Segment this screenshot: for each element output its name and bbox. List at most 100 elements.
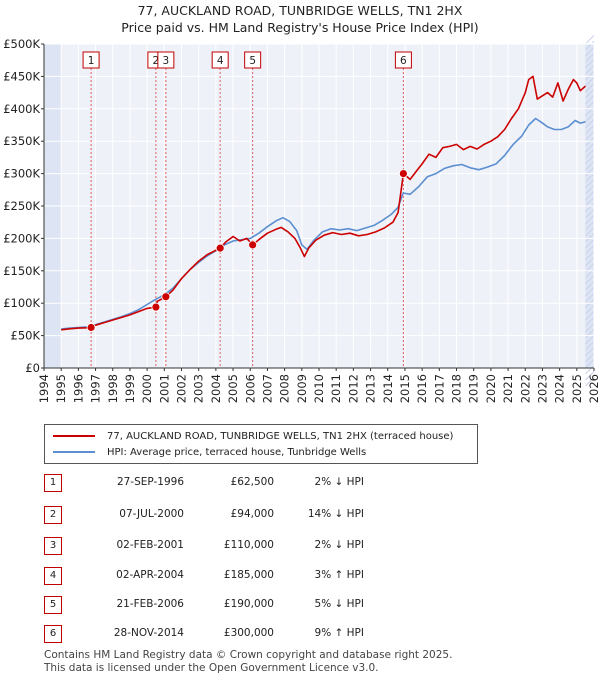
hatch-line <box>585 359 595 369</box>
hatch-line <box>585 341 595 351</box>
x-tick-label: 2023 <box>535 374 549 403</box>
x-tick-label: 2001 <box>157 374 171 403</box>
hatch-line <box>585 299 595 309</box>
hatch-line <box>585 197 595 207</box>
price-chart: £0 £50K £100K £150K £200K £250K £300K £350K £400… <box>3 35 600 403</box>
hatch-line <box>585 65 595 75</box>
y-tick-label: £250K <box>3 199 40 213</box>
hatch-line <box>585 137 595 147</box>
hatch-line <box>585 287 595 297</box>
sale-badge: 4 <box>44 567 62 585</box>
x-tick-label: 2007 <box>260 374 274 403</box>
x-tick-label: 1995 <box>54 374 68 403</box>
hatch-line <box>585 371 595 381</box>
x-tick-label: 2018 <box>450 374 464 403</box>
hatch-line <box>585 347 595 357</box>
x-tick-label: 2015 <box>398 374 412 403</box>
hatch-line <box>585 377 595 387</box>
hatch-line <box>585 131 595 141</box>
hatch-line <box>585 143 595 153</box>
sale-price: £62,500 <box>230 476 274 488</box>
sale-date: 21-FEB-2006 <box>116 598 184 610</box>
hatch-line <box>585 185 595 195</box>
x-tick-label: 2005 <box>226 374 240 403</box>
hatch-line <box>585 251 595 261</box>
hatch-line <box>585 281 595 291</box>
sale-badge-5: 5 <box>244 51 262 69</box>
property-price-line <box>61 75 586 331</box>
hatch-line <box>585 53 595 63</box>
sale-badge-box <box>211 51 229 69</box>
hatch-line <box>585 317 595 327</box>
legend-label-property: 77, AUCKLAND ROAD, TUNBRIDGE WELLS, TN1 … <box>107 430 454 442</box>
legend-swatch-property <box>53 435 95 437</box>
hatch-line <box>585 203 595 213</box>
footer-copyright: Contains HM Land Registry data © Crown c… <box>44 649 453 661</box>
sale-badge-box <box>394 51 412 69</box>
hatch-line <box>585 215 595 225</box>
legend-label-hpi: HPI: Average price, terraced house, Tunb… <box>107 446 367 458</box>
sale-date: 07-JUL-2000 <box>119 508 184 520</box>
x-tick-label: 1994 <box>37 374 51 403</box>
y-tick-label: £50K <box>11 329 41 343</box>
hatch-line <box>585 113 595 123</box>
sale-badge-box <box>82 51 100 69</box>
sale-hpi-diff: 14% ↓ HPI <box>307 508 364 520</box>
hpi-line <box>61 117 586 330</box>
hatch-line <box>585 311 595 321</box>
x-tick-label: 2011 <box>329 374 343 403</box>
y-tick-label: £450K <box>3 69 40 83</box>
x-tick-label: 1996 <box>71 374 85 403</box>
sale-hpi-diff: 5% ↓ HPI <box>314 598 364 610</box>
hatch-line <box>585 329 595 339</box>
hatch-line <box>585 77 595 87</box>
x-tick-label: 2014 <box>381 374 395 403</box>
sale-point <box>161 292 171 302</box>
sale-badge: 3 <box>44 537 62 555</box>
hatch-line <box>585 71 595 81</box>
sale-badge-box <box>157 51 175 69</box>
x-tick-label: 1999 <box>123 374 137 403</box>
x-tick-label: 2019 <box>467 374 481 403</box>
sale-badge-label: 5 <box>249 55 256 67</box>
x-tick-label: 2013 <box>364 374 378 403</box>
y-tick-label: £500K <box>3 37 40 51</box>
sale-badge-label: 6 <box>400 55 407 67</box>
x-tick-label: 2021 <box>501 374 515 403</box>
sale-date: 02-FEB-2001 <box>116 539 184 551</box>
hatch-line <box>585 257 595 267</box>
sale-badge: 5 <box>44 596 62 614</box>
sale-badge: 2 <box>44 506 62 524</box>
sale-badge-label: 4 <box>217 55 224 67</box>
sale-point <box>398 169 408 179</box>
x-tick-label: 2024 <box>553 374 567 403</box>
hatch-line <box>585 35 595 45</box>
y-tick-label: £100K <box>3 296 40 310</box>
x-tick-label: 2025 <box>570 374 584 403</box>
hatch-line <box>585 209 595 219</box>
footer-licence: This data is licensed under the Open Gov… <box>44 662 379 674</box>
sale-date: 02-APR-2004 <box>116 569 184 581</box>
hatch-line <box>585 179 595 189</box>
y-tick-label: £200K <box>3 231 40 245</box>
sale-badge-4: 4 <box>211 51 229 69</box>
legend-item-property: 77, AUCKLAND ROAD, TUNBRIDGE WELLS, TN1 … <box>53 428 453 444</box>
sale-badge-label: 3 <box>163 55 170 67</box>
legend-item-hpi: HPI: Average price, terraced house, Tunb… <box>53 444 366 460</box>
hatch-line <box>585 353 595 363</box>
sale-badge-label: 1 <box>88 55 95 67</box>
hatch-line <box>585 167 595 177</box>
sale-point <box>248 240 258 250</box>
x-tick-label: 2012 <box>346 374 360 403</box>
hatch-line <box>585 239 595 249</box>
hatch-line <box>585 149 595 159</box>
x-tick-label: 2017 <box>432 374 446 403</box>
sale-date: 27-SEP-1996 <box>116 476 184 488</box>
sale-hpi-diff: 2% ↓ HPI <box>314 539 364 551</box>
sale-badge: 6 <box>44 625 62 643</box>
hatch-line <box>585 335 595 345</box>
sale-price: £300,000 <box>223 627 274 639</box>
x-tick-label: 2004 <box>209 374 223 403</box>
chart-title: 77, AUCKLAND ROAD, TUNBRIDGE WELLS, TN1 … <box>137 3 463 18</box>
x-tick-label: 2002 <box>175 374 189 403</box>
